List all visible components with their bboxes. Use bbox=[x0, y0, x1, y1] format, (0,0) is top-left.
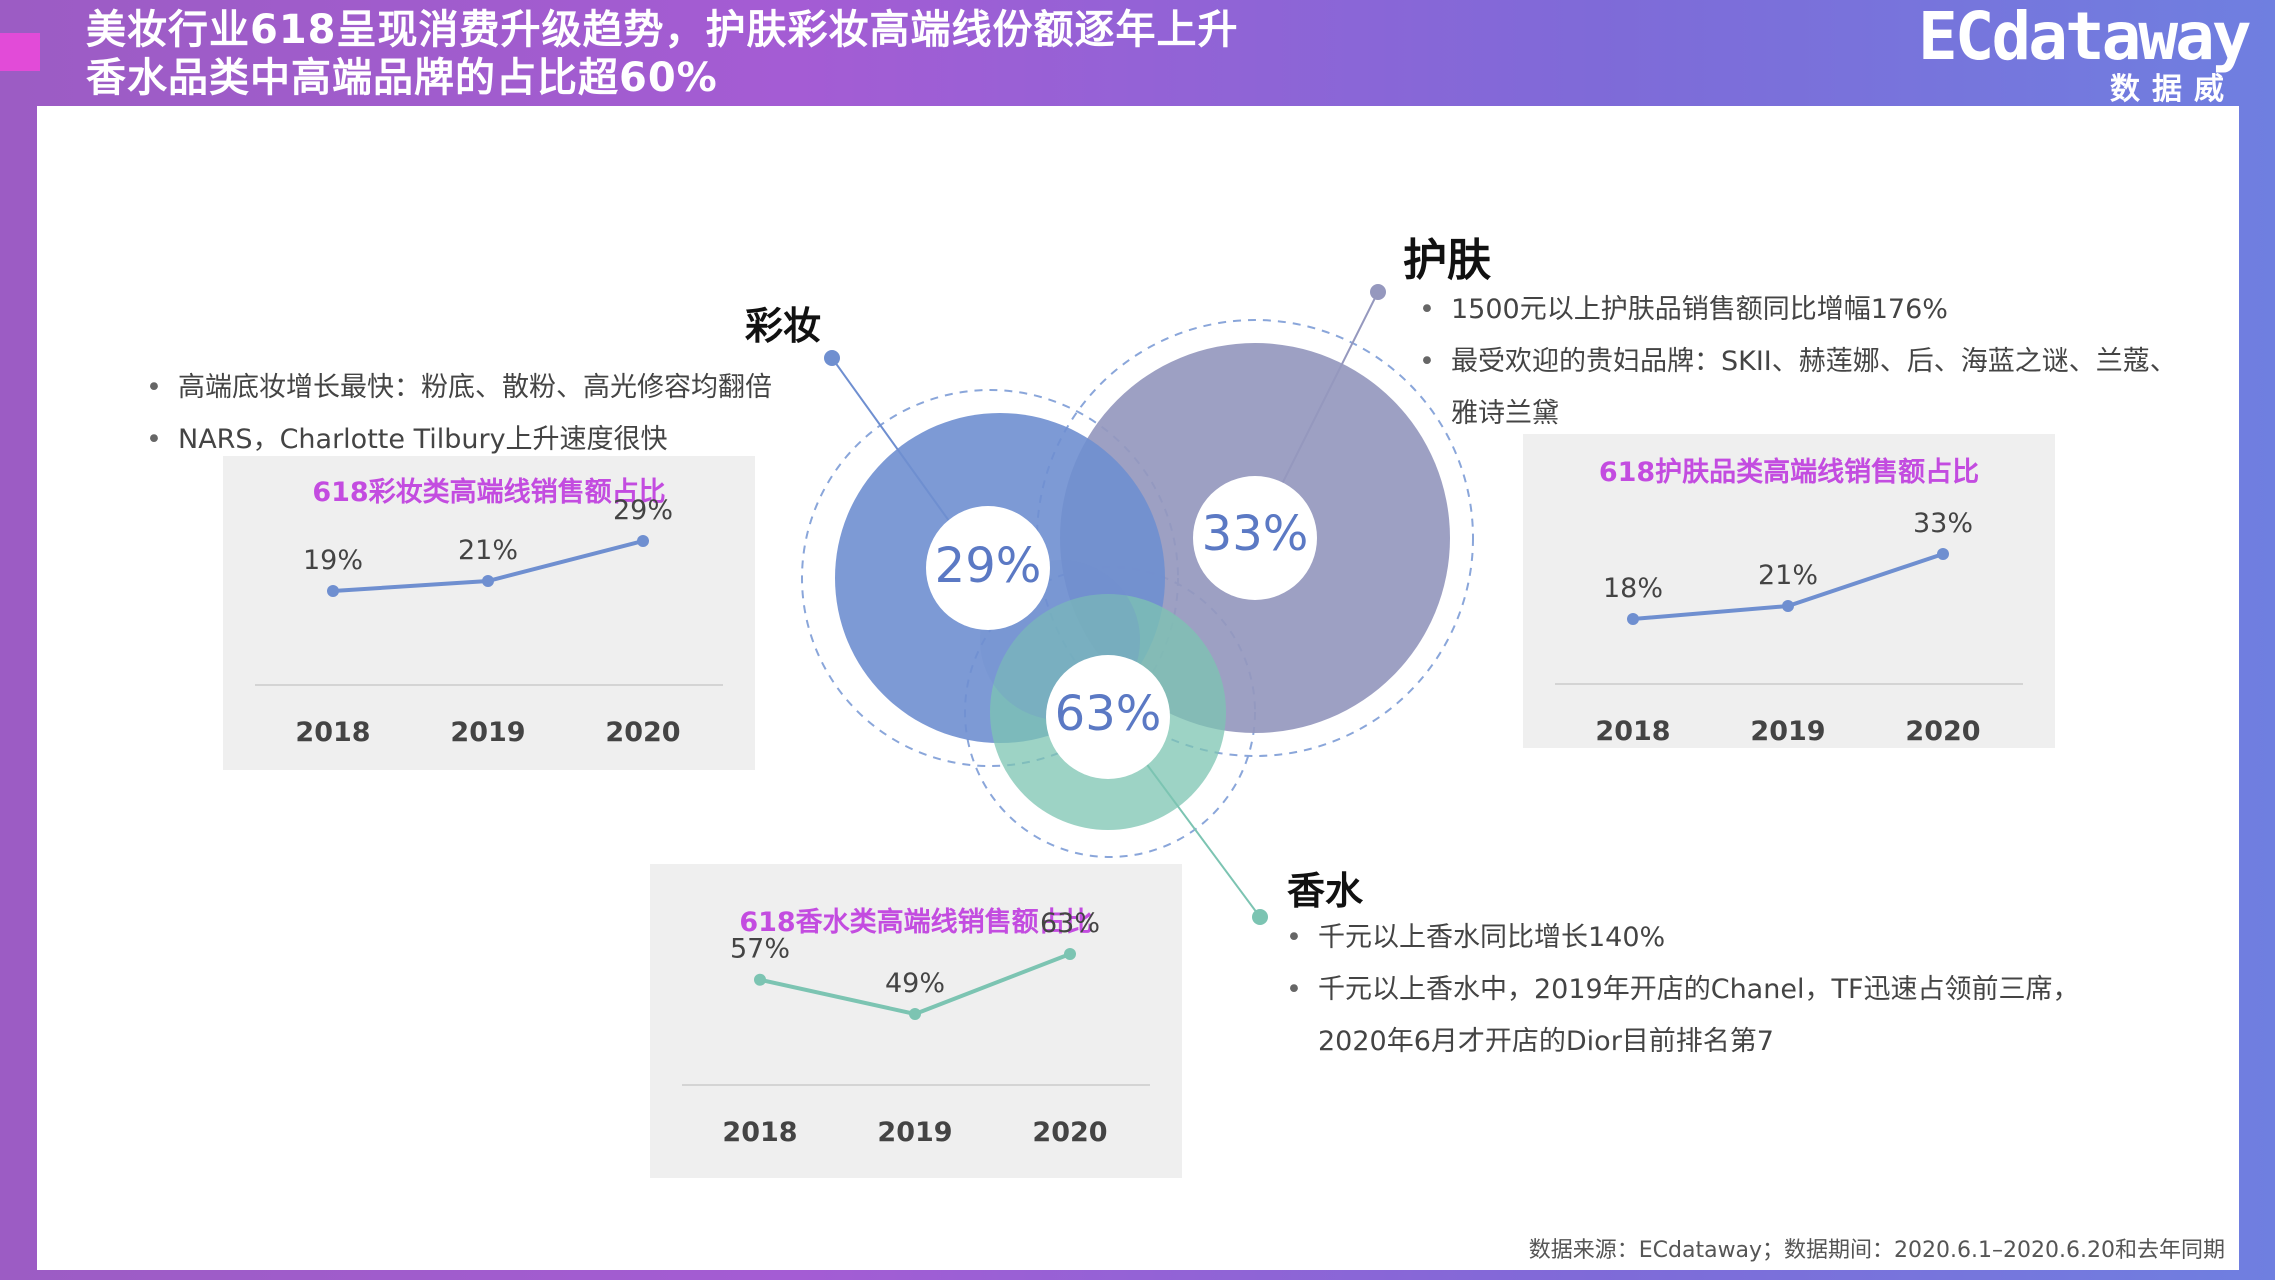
perfume-circle-label: 63% bbox=[1054, 686, 1162, 742]
mini-chart-tick-label: 2018 bbox=[722, 1117, 797, 1148]
skincare-title: 护肤 bbox=[1403, 235, 1491, 286]
mini-chart-data-label: 21% bbox=[1758, 560, 1818, 591]
title-line-1: 美妆行业618呈现消费升级趋势，护肤彩妆高端线份额逐年上升 bbox=[86, 7, 1239, 53]
makeup-mini-chart-title: 618彩妆类高端线销售额占比 bbox=[312, 477, 666, 508]
mini-chart-point bbox=[1937, 548, 1949, 560]
ecdataway-logo: ECdataway 数据威 bbox=[1918, 0, 2263, 108]
mini-chart-tick-label: 2020 bbox=[1032, 1117, 1107, 1148]
accent-square bbox=[0, 33, 40, 71]
skincare-bullets: 1500元以上护肤品销售额同比增幅176% 最受欢迎的贵妇品牌：SKII、赫莲娜… bbox=[1413, 284, 2177, 440]
data-source-note: 数据来源：ECdataway；数据期间：2020.6.1–2020.6.20和去… bbox=[1528, 1238, 2225, 1263]
title-line-2: 香水品类中高端品牌的占比超60% bbox=[86, 55, 718, 101]
mini-chart-tick-label: 2018 bbox=[295, 717, 370, 748]
mini-chart-data-label: 63% bbox=[1040, 908, 1100, 939]
mini-chart-point bbox=[754, 973, 766, 986]
skincare-connector-dot bbox=[1370, 284, 1386, 300]
skincare-label-disc bbox=[1193, 476, 1317, 600]
mini-chart-tick-label: 2018 bbox=[1595, 716, 1670, 747]
mini-chart-tick-label: 2020 bbox=[605, 717, 680, 748]
perfume-title: 香水 bbox=[1287, 869, 1364, 913]
skincare-dashed-ring bbox=[1036, 319, 1474, 757]
mini-chart-point bbox=[327, 585, 339, 597]
perfume-mini-chart-title: 618香水类高端线销售额占比 bbox=[739, 907, 1093, 938]
skincare-bullet-2-cont: 雅诗兰黛 bbox=[1451, 398, 1559, 429]
perfume-bullets: 千元以上香水同比增长140% 千元以上香水中，2019年开店的Chanel，TF… bbox=[1280, 912, 2079, 1068]
skincare-bullet-2: 最受欢迎的贵妇品牌：SKII、赫莲娜、后、海蓝之谜、兰蔻、 bbox=[1413, 336, 2177, 388]
perfume-bullet-2-cont: 2020年6月才开店的Dior目前排名第7 bbox=[1318, 1026, 1774, 1057]
perfume-label-disc bbox=[1046, 655, 1170, 779]
makeup-label-disc bbox=[926, 506, 1050, 630]
makeup-bullet-1: 高端底妆增长最快：粉底、散粉、高光修容均翻倍 bbox=[140, 362, 772, 414]
makeup-bullets: 高端底妆增长最快：粉底、散粉、高光修容均翻倍 NARS，Charlotte Ti… bbox=[140, 362, 772, 466]
mini-chart-point bbox=[482, 575, 494, 587]
mini-chart-tick-label: 2020 bbox=[1905, 716, 1980, 747]
logo-main-text: ECdataway bbox=[1918, 0, 2252, 75]
mini-chart-tick-label: 2019 bbox=[877, 1117, 952, 1148]
skincare-circle-label: 33% bbox=[1201, 506, 1309, 562]
perfume-bullet-2: 千元以上香水中，2019年开店的Chanel，TF迅速占领前三席， bbox=[1280, 964, 2079, 1016]
mini-chart-data-label: 19% bbox=[303, 545, 363, 576]
page-title: 美妆行业618呈现消费升级趋势，护肤彩妆高端线份额逐年上升 香水品类中高端品牌的… bbox=[86, 6, 1239, 102]
logo-sub-text: 数据威 bbox=[2110, 72, 2236, 107]
skincare-mini-chart: 618护肤品类高端线销售额占比 18% 2018 21% 2019 33% 2020 bbox=[1523, 434, 2055, 748]
mini-chart-data-label: 57% bbox=[730, 934, 790, 965]
mini-chart-point bbox=[909, 1008, 921, 1020]
mini-chart-data-label: 29% bbox=[613, 495, 673, 526]
mini-chart-point bbox=[1627, 613, 1639, 625]
perfume-bullet-1: 千元以上香水同比增长140% bbox=[1280, 912, 2079, 964]
skincare-mini-chart-title: 618护肤品类高端线销售额占比 bbox=[1598, 457, 1980, 488]
mini-chart-data-label: 33% bbox=[1913, 508, 1973, 539]
mini-chart-tick-label: 2019 bbox=[1750, 716, 1825, 747]
perfume-connector-dot bbox=[1252, 909, 1268, 925]
makeup-circle-label: 29% bbox=[934, 538, 1042, 594]
mini-chart-point bbox=[637, 535, 649, 547]
mini-chart-point bbox=[1064, 948, 1076, 960]
mini-chart-data-label: 21% bbox=[458, 535, 518, 566]
makeup-title: 彩妆 bbox=[745, 304, 822, 348]
makeup-bullet-2: NARS，Charlotte Tilbury上升速度很快 bbox=[140, 414, 772, 466]
mini-chart-data-label: 49% bbox=[885, 968, 945, 999]
mini-chart-tick-label: 2019 bbox=[450, 717, 525, 748]
mini-chart-point bbox=[1782, 600, 1794, 612]
perfume-mini-chart: 618香水类高端线销售额占比 57% 2018 49% 2019 63% 2020 bbox=[650, 864, 1182, 1178]
skincare-bullet-1: 1500元以上护肤品销售额同比增幅176% bbox=[1413, 284, 2177, 336]
mini-chart-data-label: 18% bbox=[1603, 573, 1663, 604]
makeup-mini-chart: 618彩妆类高端线销售额占比 19% 2018 21% 2019 29% 2020 bbox=[223, 456, 755, 770]
makeup-connector-dot bbox=[824, 350, 840, 366]
